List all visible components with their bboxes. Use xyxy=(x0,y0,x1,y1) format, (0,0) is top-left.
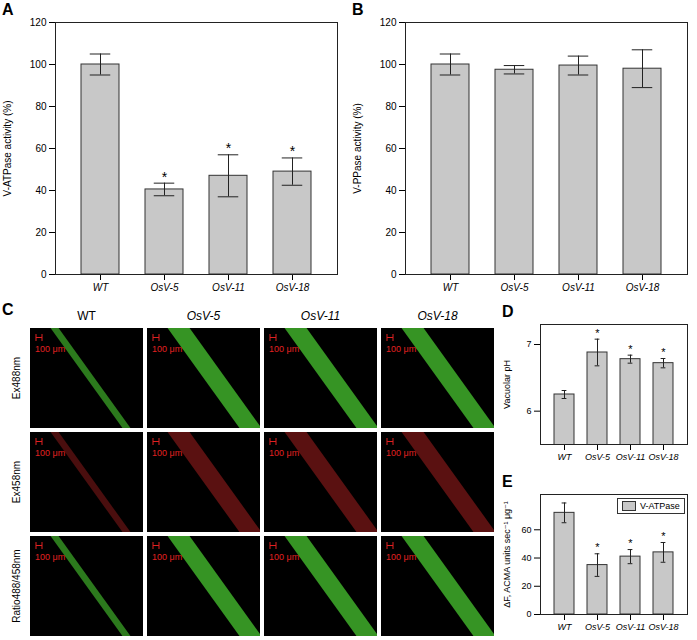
svg-text:100 μm: 100 μm xyxy=(269,344,299,354)
svg-text:100 μm: 100 μm xyxy=(35,552,65,562)
svg-text:40: 40 xyxy=(385,185,397,196)
svg-text:Ex488nm: Ex488nm xyxy=(11,357,22,399)
svg-text:60: 60 xyxy=(521,525,531,535)
svg-text:100 μm: 100 μm xyxy=(35,448,65,458)
svg-text:Ex458nm: Ex458nm xyxy=(11,461,22,503)
svg-text:Ratio488/458nm: Ratio488/458nm xyxy=(11,549,22,622)
svg-text:6: 6 xyxy=(526,406,531,416)
svg-text:7: 7 xyxy=(526,339,531,349)
svg-text:ΔF, ACMA units sec⁻¹ μg⁻¹: ΔF, ACMA units sec⁻¹ μg⁻¹ xyxy=(502,501,512,608)
svg-text:100 μm: 100 μm xyxy=(386,448,416,458)
svg-text:100 μm: 100 μm xyxy=(152,448,182,458)
svg-text:*: * xyxy=(162,169,168,185)
svg-text:WT: WT xyxy=(558,452,573,462)
svg-text:*: * xyxy=(628,343,633,355)
svg-text:V-PPase activity (%): V-PPase activity (%) xyxy=(352,103,363,194)
svg-text:100 μm: 100 μm xyxy=(386,552,416,562)
html-text:B: B xyxy=(352,1,364,18)
svg-text:20: 20 xyxy=(385,227,397,238)
svg-text:100 μm: 100 μm xyxy=(152,344,182,354)
html-text:C: C xyxy=(2,301,14,318)
svg-text:OsV-18: OsV-18 xyxy=(648,452,678,462)
svg-text:100 μm: 100 μm xyxy=(269,448,299,458)
svg-text:120: 120 xyxy=(30,17,47,28)
html-text:A: A xyxy=(2,1,14,18)
html-text:E: E xyxy=(502,473,513,490)
svg-text:*: * xyxy=(628,537,633,549)
svg-text:OsV-18: OsV-18 xyxy=(276,282,310,293)
svg-text:OsV-5: OsV-5 xyxy=(585,622,611,632)
svg-text:OsV-5: OsV-5 xyxy=(501,282,529,293)
svg-text:OsV-5: OsV-5 xyxy=(585,452,611,462)
svg-text:*: * xyxy=(595,541,600,553)
svg-text:20: 20 xyxy=(521,581,531,591)
svg-text:60: 60 xyxy=(385,143,397,154)
svg-text:OsV-5: OsV-5 xyxy=(151,282,179,293)
svg-text:60: 60 xyxy=(35,143,47,154)
svg-text:Vacuolar pH: Vacuolar pH xyxy=(502,360,512,409)
svg-text:OsV-18: OsV-18 xyxy=(626,282,660,293)
svg-text:100 μm: 100 μm xyxy=(269,552,299,562)
svg-text:0: 0 xyxy=(391,269,397,280)
svg-text:*: * xyxy=(661,530,666,542)
svg-text:OsV-11: OsV-11 xyxy=(616,452,646,462)
svg-text:WT: WT xyxy=(443,282,459,293)
svg-text:100: 100 xyxy=(30,59,47,70)
svg-text:100 μm: 100 μm xyxy=(386,344,416,354)
svg-text:20: 20 xyxy=(35,227,47,238)
svg-text:40: 40 xyxy=(521,553,531,563)
svg-text:WT: WT xyxy=(558,622,573,632)
svg-text:OsV-18: OsV-18 xyxy=(417,309,458,323)
html-text:D: D xyxy=(502,303,514,320)
svg-text:OsV-11: OsV-11 xyxy=(301,309,340,323)
svg-text:100: 100 xyxy=(380,59,397,70)
svg-text:WT: WT xyxy=(93,282,109,293)
svg-text:40: 40 xyxy=(35,185,47,196)
svg-text:OsV-11: OsV-11 xyxy=(212,282,245,293)
svg-text:0: 0 xyxy=(526,609,531,619)
svg-text:100 μm: 100 μm xyxy=(35,344,65,354)
html-text:V-ATPase: V-ATPase xyxy=(640,501,680,511)
svg-text:100 μm: 100 μm xyxy=(152,552,182,562)
svg-text:OsV-11: OsV-11 xyxy=(562,282,595,293)
svg-text:OsV-5: OsV-5 xyxy=(187,309,221,323)
svg-text:0: 0 xyxy=(41,269,47,280)
svg-text:OsV-11: OsV-11 xyxy=(616,622,646,632)
svg-text:*: * xyxy=(661,346,666,358)
svg-text:*: * xyxy=(595,327,600,339)
svg-text:V-ATPase activity (%): V-ATPase activity (%) xyxy=(2,101,13,197)
svg-text:80: 80 xyxy=(385,101,397,112)
svg-text:WT: WT xyxy=(77,309,96,323)
svg-text:*: * xyxy=(290,143,296,159)
svg-text:120: 120 xyxy=(380,17,397,28)
svg-text:80: 80 xyxy=(35,101,47,112)
svg-text:*: * xyxy=(226,140,232,156)
svg-text:OsV-18: OsV-18 xyxy=(648,622,678,632)
